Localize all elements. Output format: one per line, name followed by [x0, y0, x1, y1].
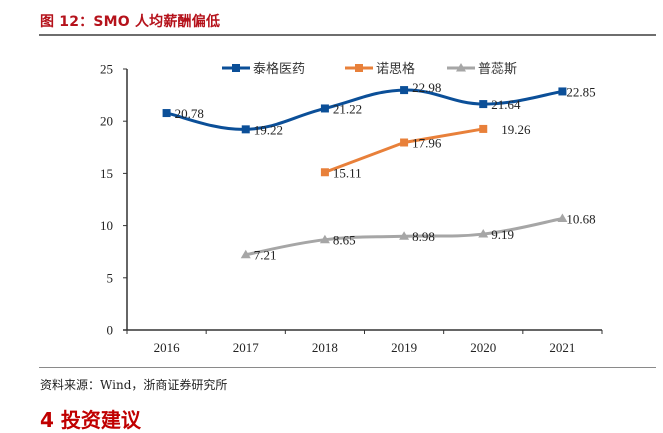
data-point — [162, 109, 171, 118]
legend-label: 泰格医药 — [253, 61, 305, 77]
data-point — [320, 168, 329, 177]
legend-item-1: 泰格医药 — [222, 61, 305, 77]
x-tick-label: 2020 — [470, 340, 496, 355]
source-note: 资料来源：Wind，浙商证券研究所 — [40, 378, 228, 392]
y-tick-label: 0 — [107, 323, 114, 338]
y-tick-label: 10 — [100, 218, 113, 233]
data-label: 20.78 — [175, 106, 204, 121]
series-1: 20.78 19.22 21.22 22.98 21.64 22.85 — [162, 80, 596, 137]
data-label: 9.19 — [491, 227, 514, 242]
x-tick-label: 2017 — [233, 340, 260, 355]
data-point — [557, 213, 568, 223]
data-label: 22.85 — [566, 84, 595, 99]
data-point — [479, 124, 488, 133]
legend-label: 诺思格 — [376, 61, 415, 77]
x-tick-label: 2016 — [154, 340, 181, 355]
title-rule — [39, 34, 656, 36]
data-point — [241, 125, 250, 134]
series-group: 20.78 19.22 21.22 22.98 21.64 22.85 15.11 17.96… — [162, 80, 596, 263]
data-label: 17.96 — [412, 135, 442, 150]
legend-marker — [355, 64, 363, 72]
data-label: 19.22 — [254, 122, 283, 137]
data-label: 15.11 — [333, 165, 362, 180]
y-tick-label: 20 — [100, 114, 113, 129]
x-tick-label: 2018 — [312, 340, 338, 355]
data-point — [400, 86, 409, 95]
data-point — [319, 234, 330, 244]
next-section-heading: 4 投资建议 — [40, 408, 141, 432]
data-label: 10.68 — [566, 212, 595, 227]
data-point — [400, 138, 409, 147]
x-tick-label: 2019 — [391, 340, 417, 355]
data-point — [558, 87, 567, 96]
axes: 0 5 10 15 20 25 2016 2017 2018 2019 2020 2021 — [100, 62, 603, 355]
legend-marker — [232, 64, 240, 72]
source-rule — [39, 367, 656, 368]
y-tick-label: 15 — [100, 166, 113, 181]
data-label: 7.21 — [254, 248, 277, 263]
data-point — [478, 229, 489, 238]
data-point — [479, 100, 488, 109]
y-tick-label: 5 — [107, 270, 114, 285]
data-point — [399, 231, 410, 240]
data-label: 21.64 — [491, 97, 521, 112]
y-tick-label: 25 — [100, 62, 113, 77]
data-label: 21.22 — [333, 101, 362, 116]
data-label: 22.98 — [412, 80, 441, 95]
series-line — [166, 88, 563, 131]
series-2: 15.11 17.96 19.26 — [320, 122, 531, 180]
data-label: 19.26 — [501, 122, 531, 137]
legend-item-3: 普蕊斯 — [447, 62, 517, 77]
legend-label: 普蕊斯 — [478, 62, 517, 77]
data-point — [320, 104, 329, 113]
line-chart: 0 5 10 15 20 25 2016 2017 2018 2019 2020 2021 泰格医药 诺… — [100, 61, 603, 355]
figure-title: 图 12：SMO 人均薪酬偏低 — [40, 14, 221, 30]
data-label: 8.98 — [412, 229, 435, 244]
series-3: 7.21 8.65 8.98 9.19 10.68 — [240, 212, 596, 263]
data-point — [240, 249, 251, 259]
legend-marker — [456, 63, 466, 72]
data-label: 8.65 — [333, 233, 356, 248]
x-tick-label: 2021 — [549, 340, 575, 355]
legend: 泰格医药 诺思格 普蕊斯 — [222, 61, 517, 77]
legend-item-2: 诺思格 — [345, 61, 415, 77]
